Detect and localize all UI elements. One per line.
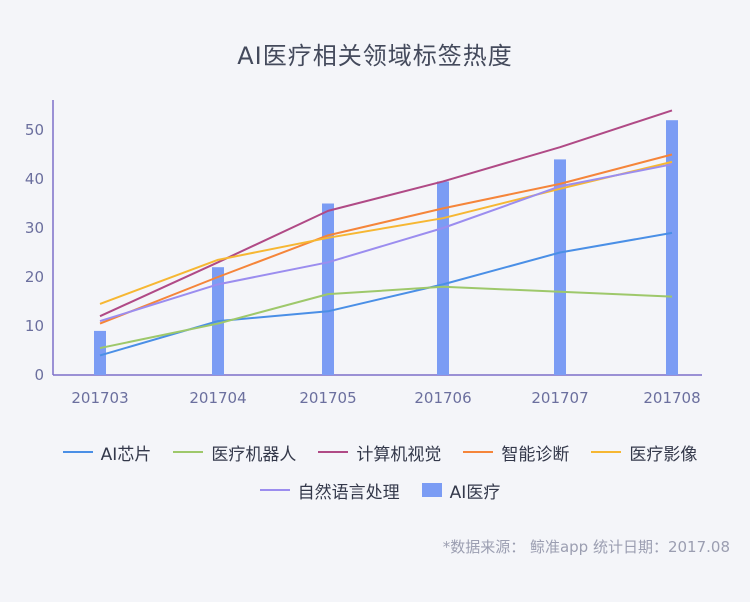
series-line-2 bbox=[99, 109, 673, 318]
legend-item: 计算机视觉 bbox=[318, 440, 442, 465]
source-note: *数据来源： 鲸准app 统计日期：2017.08 bbox=[442, 538, 730, 556]
legend-item: AI芯片 bbox=[62, 440, 152, 465]
bar-ai-medical bbox=[666, 120, 678, 375]
series-line-1 bbox=[99, 285, 673, 350]
legend-label: AI医疗 bbox=[449, 482, 501, 503]
y-tick-label: 50 bbox=[25, 121, 44, 139]
x-tick-label: 201705 bbox=[299, 389, 356, 407]
legend-item: 医疗机器人 bbox=[173, 440, 297, 465]
chart-title: AI医疗相关领域标签热度 bbox=[237, 42, 513, 70]
bar-ai-medical bbox=[322, 203, 334, 375]
legend-label: 医疗影像 bbox=[629, 444, 698, 465]
y-tick-label: 10 bbox=[25, 317, 44, 335]
legend-label: 自然语言处理 bbox=[297, 482, 400, 503]
legend-swatch bbox=[318, 451, 349, 453]
y-tick-label: 20 bbox=[25, 268, 44, 286]
legend-swatch bbox=[463, 451, 494, 453]
legend-swatch bbox=[591, 451, 622, 453]
y-tick-label: 30 bbox=[25, 219, 44, 237]
bar-ai-medical bbox=[94, 330, 106, 375]
legend-label: 计算机视觉 bbox=[356, 444, 442, 465]
bar-ai-medical bbox=[437, 181, 449, 375]
x-tick-label: 201704 bbox=[189, 389, 246, 407]
legend-swatch bbox=[421, 483, 442, 497]
legend-swatch bbox=[259, 489, 290, 491]
x-tick-label: 201708 bbox=[643, 389, 700, 407]
legend-swatch bbox=[173, 451, 204, 453]
legend-label: AI芯片 bbox=[100, 444, 152, 465]
y-tick-label: 40 bbox=[25, 170, 44, 188]
legend-label: 智能诊断 bbox=[501, 444, 570, 465]
legend-label: 医疗机器人 bbox=[211, 444, 297, 465]
bar-ai-medical bbox=[554, 159, 566, 375]
x-tick-label: 201703 bbox=[71, 389, 128, 407]
legend-item: 医疗影像 bbox=[591, 440, 698, 465]
y-tick-label: 0 bbox=[34, 366, 44, 384]
legend-item: 自然语言处理 bbox=[259, 478, 400, 503]
legend: AI芯片 医疗机器人 计算机视觉 智能诊断 医疗影像自然语言处理 AI医疗 bbox=[40, 440, 720, 503]
x-tick-label: 201706 bbox=[414, 389, 471, 407]
legend-swatch bbox=[62, 451, 93, 453]
x-tick-label: 201707 bbox=[531, 389, 588, 407]
series-line-5 bbox=[99, 163, 673, 323]
series-line-3 bbox=[99, 153, 673, 325]
series-line-4 bbox=[99, 160, 673, 305]
legend-item: 智能诊断 bbox=[463, 440, 570, 465]
plot-area: 0 10 20 30 40 50 201703 201704 201705 201706 20170… bbox=[25, 100, 702, 407]
legend-item: AI医疗 bbox=[421, 478, 501, 503]
